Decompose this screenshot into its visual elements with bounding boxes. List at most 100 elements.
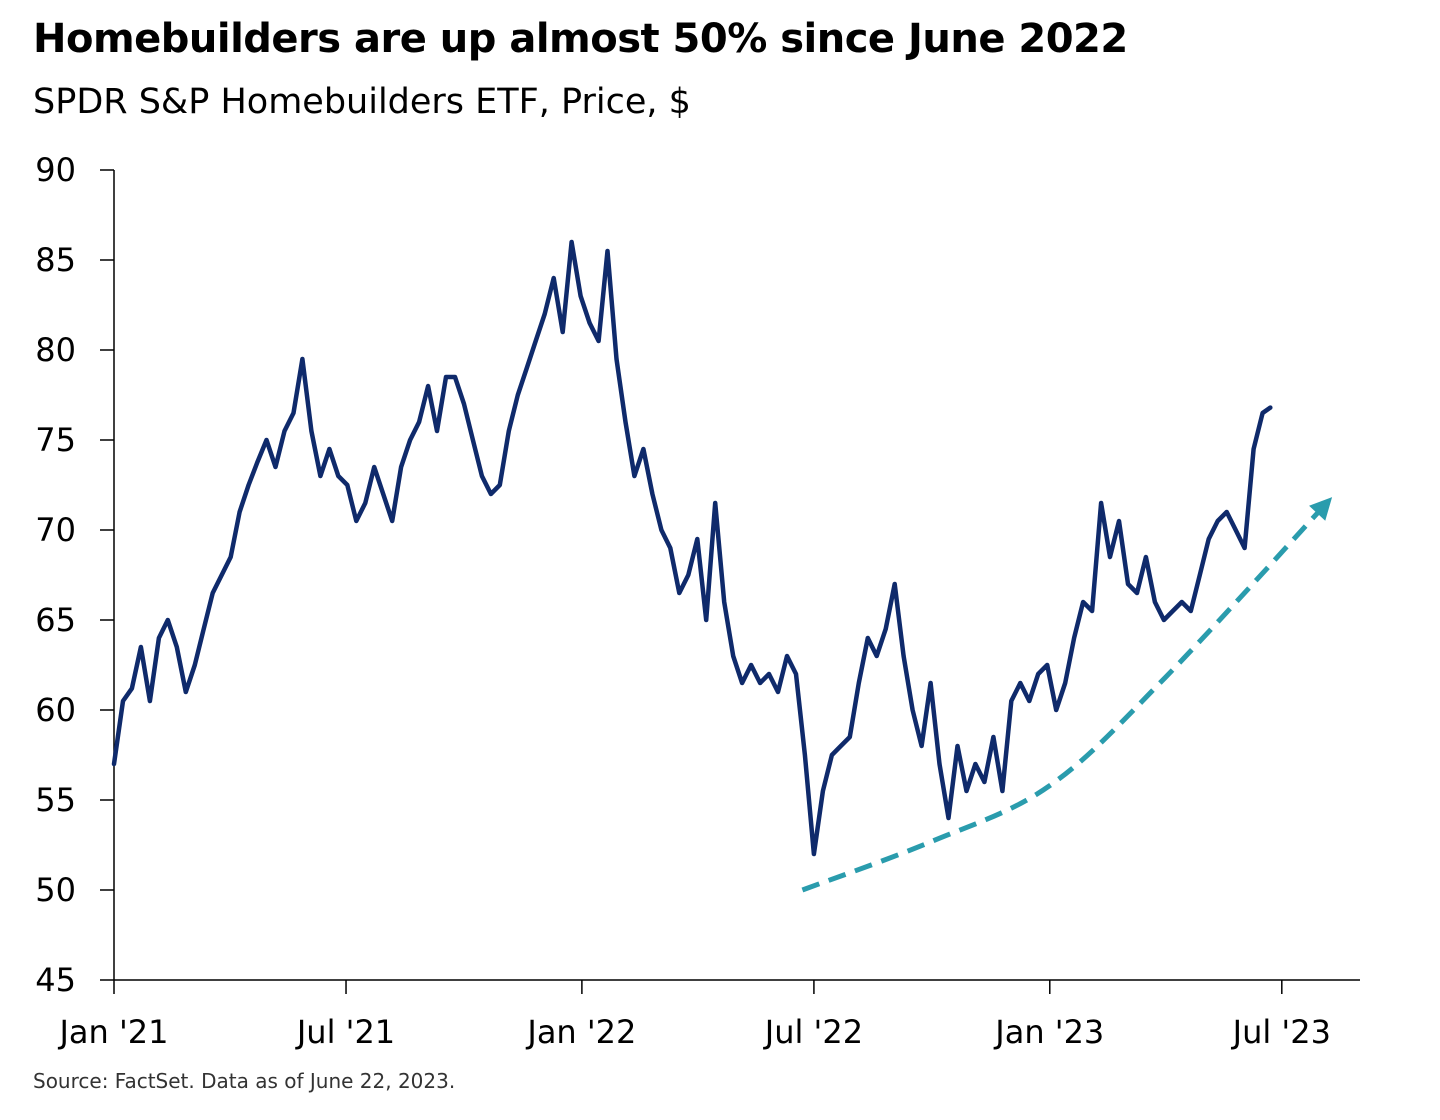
data-point: [516, 393, 520, 397]
data-point: [632, 474, 637, 478]
data-point: [722, 600, 726, 604]
y-tick-label: 80: [35, 331, 76, 369]
data-point: [363, 501, 367, 505]
trend-dashed-curve: [801, 501, 1329, 893]
data-point: [1243, 546, 1247, 550]
data-point: [480, 474, 484, 478]
data-point: [148, 699, 152, 703]
data-point: [812, 852, 816, 856]
y-tick-label: 90: [35, 151, 76, 189]
data-point: [1108, 555, 1112, 559]
data-point: [435, 429, 439, 433]
data-point: [525, 366, 529, 370]
data-point: [390, 519, 394, 523]
data-point: [157, 636, 161, 640]
data-point: [605, 249, 610, 253]
data-point: [139, 645, 143, 649]
data-point: [1162, 618, 1166, 622]
data-point: [1126, 582, 1130, 586]
data-point: [1189, 609, 1193, 613]
series-line: [111, 239, 1273, 857]
data-point: [453, 375, 457, 379]
data-point: [579, 294, 583, 298]
y-tick-label: 65: [35, 601, 76, 639]
data-point: [1090, 609, 1094, 613]
data-point: [731, 654, 735, 658]
data-point: [1072, 636, 1076, 640]
y-tick-label: 45: [35, 961, 76, 999]
data-point: [112, 762, 116, 766]
data-point: [1045, 663, 1049, 667]
data-point: [381, 492, 385, 496]
data-point: [902, 654, 906, 658]
data-point: [677, 591, 681, 595]
data-point: [982, 780, 987, 784]
data-point: [1216, 519, 1220, 523]
data-point: [570, 240, 574, 244]
data-point: [1153, 600, 1157, 604]
data-point: [1171, 609, 1175, 613]
data-point: [928, 681, 933, 685]
data-point: [1144, 555, 1148, 559]
data-point: [273, 465, 278, 469]
data-point: [354, 519, 358, 523]
data-point: [1000, 789, 1004, 793]
data-point: [1009, 699, 1013, 703]
data-point: [345, 483, 349, 487]
data-point: [121, 699, 125, 703]
data-point: [893, 582, 897, 586]
data-point: [857, 681, 861, 685]
data-point: [1099, 501, 1103, 505]
x-tick-label: Jul '23: [1231, 1013, 1331, 1051]
x-tick-label: Jul '22: [763, 1013, 863, 1051]
y-tick-label: 75: [35, 421, 76, 459]
data-point: [202, 627, 206, 631]
data-point: [919, 744, 924, 748]
data-point: [875, 654, 879, 658]
data-point: [740, 681, 744, 685]
data-point: [1252, 447, 1256, 451]
data-point: [937, 762, 942, 766]
data-point: [444, 375, 448, 379]
x-tick-label: Jul '21: [295, 1013, 395, 1051]
data-point: [372, 465, 376, 469]
data-point: [1054, 708, 1058, 712]
data-point: [686, 573, 690, 577]
data-point: [498, 483, 502, 487]
data-point: [1198, 573, 1202, 577]
data-point: [255, 460, 260, 464]
y-tick-label: 60: [35, 691, 76, 729]
data-point: [184, 690, 188, 694]
data-point: [399, 465, 403, 469]
data-point: [1063, 681, 1067, 685]
data-point: [848, 735, 852, 739]
x-tick-label: Jan '22: [525, 1013, 636, 1051]
data-point: [830, 753, 834, 757]
data-point: [211, 591, 215, 595]
data-point: [193, 663, 197, 667]
data-point: [1117, 519, 1121, 523]
data-point: [973, 762, 978, 766]
data-point: [426, 384, 430, 388]
data-point: [614, 357, 619, 361]
trend-arrowhead: [1309, 497, 1333, 521]
data-point: [866, 636, 870, 640]
data-point: [659, 528, 663, 532]
data-point: [991, 735, 995, 739]
chart-title: Homebuilders are up almost 50% since Jun…: [33, 16, 1128, 62]
data-point: [130, 686, 134, 691]
data-point: [1081, 600, 1085, 604]
data-point: [175, 645, 179, 649]
data-point: [623, 420, 628, 424]
data-point: [471, 438, 475, 442]
data-point: [794, 672, 798, 676]
data-point: [166, 618, 170, 622]
x-tick-label: Jan '21: [57, 1013, 168, 1051]
data-point: [238, 510, 242, 514]
data-point: [309, 429, 314, 433]
data-point: [704, 618, 708, 622]
data-point: [1268, 406, 1272, 410]
data-point: [534, 339, 538, 343]
x-tick-label: Jan '23: [993, 1013, 1104, 1051]
